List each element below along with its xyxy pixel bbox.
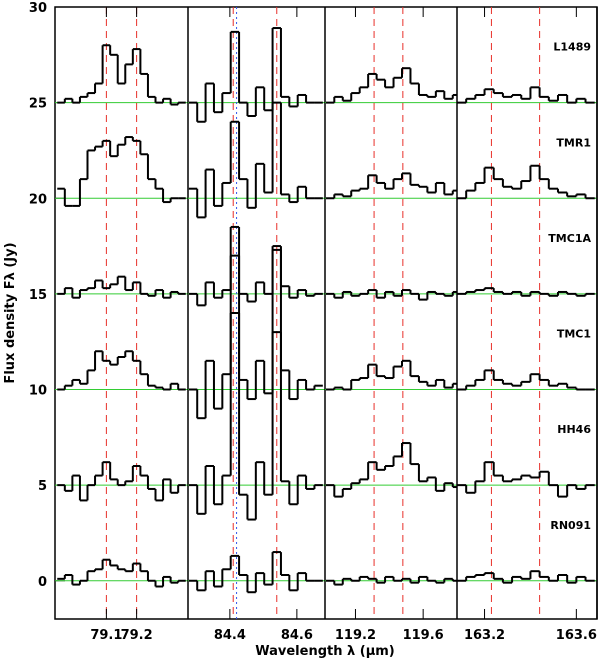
step-riser (63, 137, 172, 206)
step-riser (333, 290, 454, 300)
x-tick-label: 119.6 (403, 628, 444, 643)
step-riser (63, 45, 180, 105)
x-tick-label: 163.6 (556, 628, 597, 643)
source-label: HH46 (557, 423, 591, 436)
step-riser (196, 249, 316, 306)
y-tick-label: 30 (29, 1, 47, 16)
source-label: RN091 (550, 519, 591, 532)
x-tick-label: 84.4 (214, 628, 246, 643)
y-tick-label: 5 (38, 479, 47, 494)
step-riser (333, 173, 454, 199)
y-tick-label: 10 (29, 384, 47, 399)
step-riser (465, 165, 587, 199)
step-riser (63, 559, 180, 587)
y-tick-label: 25 (29, 97, 47, 112)
source-label: TMC1 (557, 328, 591, 341)
step-riser (465, 370, 578, 390)
step-riser (333, 443, 454, 497)
step-riser (63, 351, 180, 390)
step-riser (63, 462, 180, 501)
step-riser (196, 552, 308, 593)
x-axis-label: Wavelength λ (μm) (255, 644, 395, 659)
step-riser (333, 68, 454, 103)
source-label: TMR1 (556, 136, 591, 149)
step-riser (333, 360, 454, 390)
source-label: TMC1A (548, 232, 591, 245)
y-axis-label: Flux density Fλ (Jy) (3, 242, 18, 383)
step-riser (196, 313, 316, 520)
step-riser (465, 462, 587, 497)
x-tick-label: 163.2 (464, 628, 505, 643)
step-riser (465, 288, 587, 296)
x-tick-label: 79.2 (121, 628, 153, 643)
x-tick-label: 119.2 (335, 628, 376, 643)
x-tick-label: 79.1 (90, 628, 122, 643)
y-tick-label: 15 (29, 288, 47, 303)
step-riser (63, 276, 180, 298)
step-riser (196, 102, 308, 218)
step-riser (196, 28, 308, 122)
step-riser (196, 226, 316, 419)
x-tick-label: 84.6 (281, 628, 313, 643)
step-riser (465, 87, 587, 103)
y-tick-label: 0 (38, 575, 47, 590)
step-riser (465, 571, 587, 583)
step-riser (333, 576, 454, 585)
y-tick-label: 20 (29, 192, 47, 207)
source-label: L1489 (553, 41, 591, 54)
